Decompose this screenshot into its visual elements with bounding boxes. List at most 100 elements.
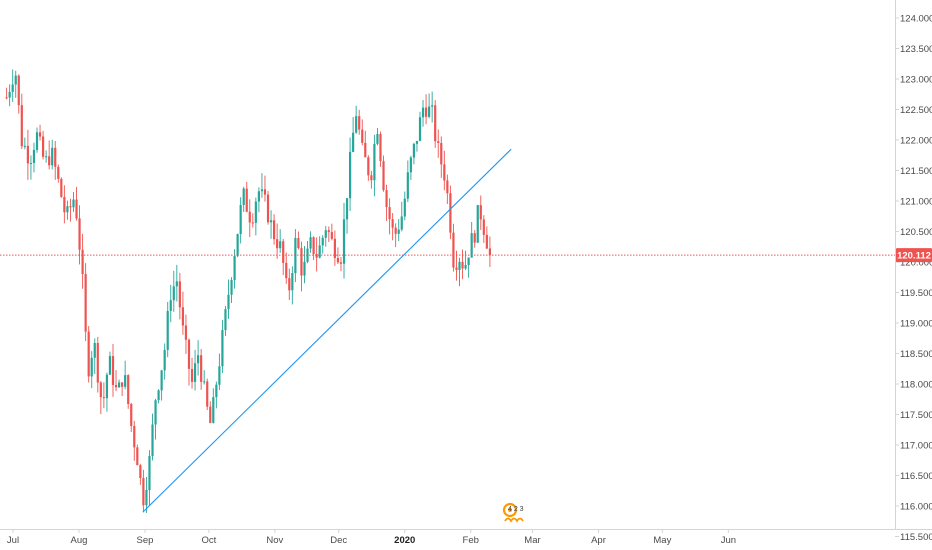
candle — [260, 173, 264, 198]
candle — [437, 129, 440, 158]
candle-body — [230, 279, 233, 295]
candle-body — [51, 147, 54, 166]
candle-body — [233, 256, 236, 280]
candle — [367, 155, 370, 181]
candle — [102, 382, 105, 409]
candle — [63, 185, 66, 224]
candle — [200, 348, 203, 390]
candle — [32, 142, 36, 173]
price-tick-label: 120.000 — [900, 258, 932, 269]
candle-body — [324, 230, 327, 238]
candle-body — [485, 234, 488, 249]
candle — [348, 137, 352, 211]
candle-body — [339, 262, 343, 264]
trendline[interactable] — [142, 148, 512, 513]
candle-body — [215, 384, 218, 398]
candle-body — [455, 267, 458, 270]
candle — [394, 223, 397, 248]
price-tick-label: 117.000 — [900, 441, 932, 452]
candle-body — [288, 278, 291, 291]
candle — [379, 131, 382, 167]
candle-body — [412, 143, 416, 158]
candle-body — [142, 478, 145, 506]
candle-body — [117, 382, 121, 388]
candle — [352, 117, 355, 153]
candle-body — [461, 261, 464, 269]
candle — [245, 181, 248, 213]
candle-body — [312, 237, 315, 255]
candle — [318, 236, 321, 259]
candle — [452, 223, 455, 272]
candle — [69, 198, 72, 222]
candle-body — [251, 222, 254, 224]
candle — [136, 444, 139, 466]
candle-body — [136, 447, 139, 466]
candle-body — [5, 97, 8, 99]
candle — [139, 463, 142, 485]
price-tick-label: 119.000 — [900, 319, 932, 330]
candle-body — [440, 142, 443, 165]
candle — [184, 314, 188, 354]
candle — [163, 343, 166, 380]
candle-body — [93, 342, 96, 358]
candle — [440, 136, 443, 178]
candle — [72, 192, 75, 212]
candle-body — [206, 381, 209, 407]
candle — [93, 338, 96, 375]
candle-body — [400, 216, 403, 230]
candle-body — [388, 207, 391, 220]
candle — [87, 326, 90, 383]
candle-body — [184, 325, 188, 340]
time-tick-label: 2020 — [394, 535, 415, 546]
candle — [108, 351, 112, 376]
candle — [130, 402, 133, 433]
candle-body — [197, 355, 200, 364]
candle — [321, 235, 324, 254]
candle-body — [385, 190, 388, 208]
candle — [239, 197, 242, 244]
candle-body — [476, 205, 479, 243]
candle-body — [14, 75, 17, 85]
candle — [403, 191, 406, 221]
candle-body — [239, 204, 242, 235]
candle — [300, 241, 303, 292]
candle — [418, 111, 422, 142]
candle — [212, 388, 215, 424]
candle — [5, 87, 8, 100]
candle — [488, 236, 492, 268]
candle-body — [257, 191, 260, 202]
candle-body — [348, 151, 352, 199]
candle-body — [130, 404, 133, 426]
candle-body — [403, 198, 406, 217]
candle — [476, 204, 479, 244]
candle — [358, 109, 361, 135]
candle-body — [421, 107, 425, 118]
candle — [263, 175, 267, 202]
candle-body — [458, 261, 461, 270]
candle-body — [218, 366, 221, 385]
candle — [443, 150, 446, 191]
candle — [142, 469, 145, 513]
candle — [111, 344, 115, 397]
candle — [96, 336, 99, 393]
price-tick-label: 121.500 — [900, 166, 932, 177]
candle — [364, 130, 367, 158]
price-axis[interactable]: 115.500 116.000 116.500 117.000 117.500 118.0… — [895, 14, 932, 544]
earnings-events-marker[interactable]: 4 2 3 — [502, 502, 524, 523]
candle-body — [163, 349, 166, 371]
time-axis[interactable]: Jul Aug Sep Oct Nov Dec 2020 Feb Mar Apr May Jun — [7, 529, 736, 546]
candle — [81, 233, 84, 289]
event-wave-icon — [504, 517, 524, 523]
candle — [114, 370, 118, 392]
candle-body — [154, 400, 157, 425]
candle-body — [464, 265, 467, 269]
event-circle-icon — [502, 502, 518, 518]
candle — [99, 380, 102, 415]
candle-body — [221, 330, 224, 367]
candle-body — [38, 132, 42, 137]
candle-body — [90, 357, 93, 377]
candle — [309, 231, 312, 253]
candle — [464, 250, 467, 271]
candle-body — [373, 143, 376, 181]
